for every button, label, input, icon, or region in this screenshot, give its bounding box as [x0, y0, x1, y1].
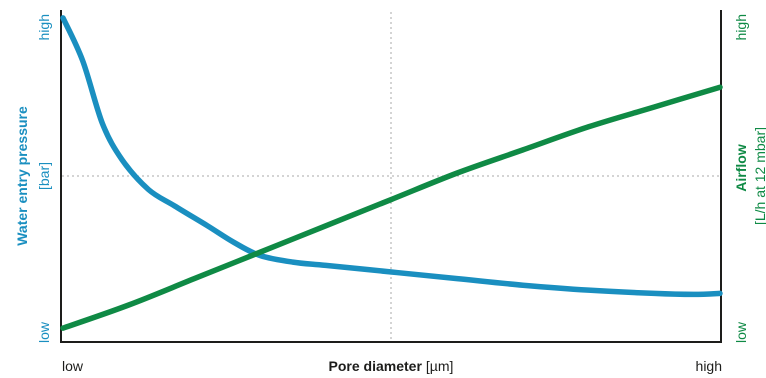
y-left-tick-low: low — [36, 321, 52, 343]
x-tick-low: low — [62, 358, 84, 374]
y-right-tick-high: high — [733, 14, 749, 40]
y-left-tick-high: high — [36, 14, 52, 40]
series-line-water-entry-pressure — [60, 15, 723, 298]
y-right-tick-low: low — [733, 321, 749, 343]
y-right-title: Airflow — [733, 144, 749, 192]
y-left-unit: [bar] — [36, 162, 52, 190]
y-left-title: Water entry pressure — [14, 106, 30, 246]
x-axis-title: Pore diameter [µm] — [329, 358, 454, 374]
series-line-airflow — [60, 84, 723, 331]
x-axis-title-bold: Pore diameter — [329, 358, 423, 374]
y-right-unit: [L/h at 12 mbar] — [752, 127, 766, 225]
x-axis-title-unit: [µm] — [426, 358, 454, 374]
x-tick-high: high — [696, 358, 722, 374]
